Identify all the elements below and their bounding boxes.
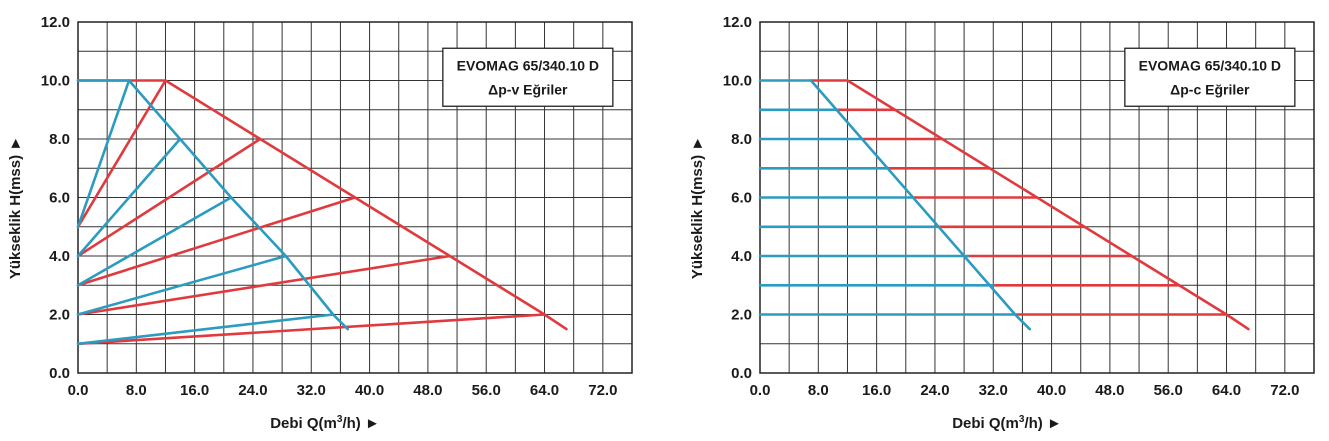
series-line-red-2: [76, 137, 262, 258]
x-tick-label: 24.0: [238, 382, 267, 399]
chart-svg-dp-c: 0.0 8.0 16.0 24.0 32.0 40.0 48.0 56.0 64.0 72.0 0.…: [689, 14, 1315, 432]
y-tick-label: 0.0: [731, 365, 752, 382]
x-axis-label: Debi Q(m3/h) ►: [952, 414, 1062, 432]
x-tick-label: 40.0: [1037, 382, 1066, 399]
x-tick-label: 8.0: [126, 382, 147, 399]
x-tick-label: 24.0: [920, 382, 949, 399]
series-line-red-5: [76, 313, 546, 346]
chart-panel-dp-c: 0.0 8.0 16.0 24.0 32.0 40.0 48.0 56.0 64.0 72.0 0.…: [665, 0, 1329, 441]
y-tick-label: 8.0: [731, 131, 752, 148]
series-line-blue-8: [76, 137, 182, 258]
series-line-blue-6: [76, 79, 350, 331]
legend-box: [1124, 47, 1296, 107]
plot-frame: [77, 21, 633, 374]
y-axis-label: Yükseklik H(mss) ►: [689, 136, 706, 279]
series-line-blue-10: [76, 254, 288, 316]
y-tick-label: 2.0: [731, 307, 752, 324]
x-tick-label: 32.0: [979, 382, 1008, 399]
y-tick-label: 10.0: [41, 73, 70, 90]
series-group: [76, 79, 568, 346]
x-tick-label: 56.0: [472, 382, 501, 399]
chart-subtitle: Δp-c Eğriler: [1170, 81, 1250, 97]
x-tick-label: 48.0: [1095, 382, 1124, 399]
y-tick-label: 2.0: [49, 307, 70, 324]
y-tick-label: 0.0: [49, 365, 70, 382]
series-line-red-4: [76, 254, 452, 316]
series-line-red-0: [846, 79, 1250, 331]
x-tick-label: 40.0: [355, 382, 384, 399]
chart-title: EVOMAG 65/340.10 D: [1139, 57, 1281, 73]
series-line-blue-11: [76, 313, 335, 346]
x-tick-label: 72.0: [588, 382, 617, 399]
y-tick-label: 10.0: [723, 73, 752, 90]
chart-title: EVOMAG 65/340.10 D: [457, 57, 599, 73]
x-tick-label: 64.0: [530, 382, 559, 399]
y-tick-label: 4.0: [49, 248, 70, 265]
x-tick-label: 64.0: [1212, 382, 1241, 399]
series-line-red-3: [76, 196, 357, 287]
series-group: [758, 79, 1250, 331]
series-line-blue-10: [809, 79, 1032, 331]
series-line-blue-7: [76, 79, 131, 229]
y-tick-label: 4.0: [731, 248, 752, 265]
x-tick-label: 72.0: [1270, 382, 1299, 399]
x-tick-label: 16.0: [862, 382, 891, 399]
x-axis-label: Debi Q(m3/h) ►: [270, 414, 380, 432]
chart-svg-dp-v: 0.0 8.0 16.0 24.0 32.0 40.0 48.0 56.0 64.0 72.0 0.…: [7, 14, 633, 432]
y-tick-label: 8.0: [49, 131, 70, 148]
y-axis-label: Yükseklik H(mss) ►: [7, 136, 24, 279]
legend-box: [442, 47, 614, 107]
x-tick-label: 32.0: [297, 382, 326, 399]
y-tick-label: 6.0: [731, 190, 752, 207]
y-tick-label: 12.0: [723, 14, 752, 31]
chart-panel-dp-v: 0.0 8.0 16.0 24.0 32.0 40.0 48.0 56.0 64.0 72.0 0.…: [0, 0, 664, 441]
x-tick-label: 48.0: [413, 382, 442, 399]
x-tick-label: 0.0: [68, 382, 89, 399]
x-tick-label: 16.0: [180, 382, 209, 399]
y-tick-label: 12.0: [41, 14, 70, 31]
chart-subtitle: Δp-v Eğriler: [488, 81, 568, 97]
x-tick-label: 56.0: [1154, 382, 1183, 399]
x-tick-label: 8.0: [808, 382, 829, 399]
y-tick-label: 6.0: [49, 190, 70, 207]
series-line-red-0: [76, 79, 568, 331]
x-tick-label: 0.0: [750, 382, 771, 399]
series-line-blue-9: [76, 196, 233, 287]
